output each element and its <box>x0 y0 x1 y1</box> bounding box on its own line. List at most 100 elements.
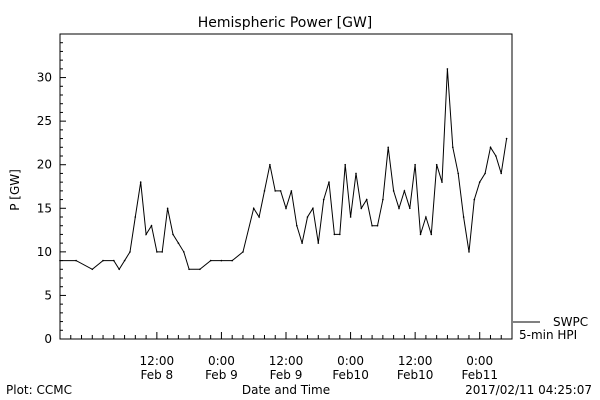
data-point <box>113 259 115 262</box>
data-point <box>188 268 190 271</box>
data-point <box>409 207 411 210</box>
data-point <box>435 163 438 166</box>
data-point <box>441 181 443 183</box>
data-point <box>166 207 169 210</box>
x-tick-label-date: Feb10 <box>397 368 434 382</box>
data-point <box>484 172 486 175</box>
data-point <box>452 146 454 149</box>
data-point <box>312 207 314 210</box>
data-point <box>500 172 503 175</box>
data-point <box>129 251 131 253</box>
data-point <box>457 172 460 175</box>
data-point <box>172 233 174 236</box>
data-point <box>296 224 298 227</box>
series-line-0 <box>60 68 508 271</box>
data-point <box>59 259 61 262</box>
data-point <box>349 216 352 218</box>
data-point <box>328 181 330 183</box>
data-point <box>371 224 373 227</box>
data-point <box>360 207 363 210</box>
data-point <box>414 163 416 166</box>
data-point <box>145 233 147 236</box>
y-tick-label: 30 <box>37 71 52 85</box>
data-point <box>150 224 153 227</box>
data-point <box>317 242 320 244</box>
data-point <box>489 146 492 149</box>
data-point <box>123 259 126 262</box>
x-tick-label-time: 12:00 <box>269 354 304 368</box>
data-point <box>478 181 481 183</box>
plot-timestamp: 2017/02/11 04:25:07 <box>465 383 592 397</box>
chart-title: Hemispheric Power [GW] <box>198 15 373 31</box>
y-tick-label: 15 <box>37 201 52 215</box>
y-tick-label: 5 <box>44 288 52 302</box>
y-tick-label: 10 <box>37 245 52 259</box>
data-point <box>285 207 287 210</box>
y-tick-label: 25 <box>37 114 52 128</box>
data-point <box>333 233 336 236</box>
y-axis-label: P [GW] <box>8 169 22 211</box>
data-point <box>495 155 497 157</box>
data-point <box>398 207 400 210</box>
x-tick-label-time: 0:00 <box>208 354 235 368</box>
data-point <box>177 242 180 244</box>
data-point <box>183 251 185 253</box>
data-point <box>365 198 368 201</box>
legend-hpi-label: 5-min HPI <box>519 328 577 342</box>
data-point <box>387 146 390 149</box>
data-point <box>252 207 255 210</box>
legend-swpc-label: SWPC <box>553 315 588 329</box>
x-tick-label-date: Feb 9 <box>270 368 303 382</box>
data-point <box>376 224 379 227</box>
y-tick-label: 0 <box>44 332 52 346</box>
data-point <box>274 190 277 192</box>
series-layer <box>59 68 508 271</box>
data-point <box>258 216 260 218</box>
data-point <box>468 251 470 253</box>
data-point <box>382 198 384 201</box>
plot-area-frame <box>59 33 513 340</box>
data-point <box>419 233 422 236</box>
data-point <box>161 251 163 253</box>
y-tick-label: 20 <box>37 158 52 172</box>
y-axis: 0 5 10 15 20 25 30 <box>37 42 66 346</box>
data-point <box>505 137 508 140</box>
legend: SWPC 5-min HPI <box>513 315 588 342</box>
data-point <box>75 259 77 262</box>
data-point <box>344 163 347 166</box>
data-point <box>301 242 303 244</box>
data-point <box>118 268 120 271</box>
x-tick-label-date: Feb11 <box>461 368 498 382</box>
x-tick-label-time: 0:00 <box>337 354 364 368</box>
data-point <box>403 190 406 192</box>
data-point <box>231 259 233 262</box>
data-point <box>290 190 293 192</box>
data-point <box>209 259 212 262</box>
data-point <box>392 190 395 192</box>
data-point <box>425 216 427 218</box>
data-point <box>242 251 244 253</box>
data-point <box>220 259 223 262</box>
data-point <box>269 163 271 166</box>
x-tick-label-date: Feb10 <box>332 368 369 382</box>
data-point <box>355 172 357 175</box>
plot-credit: Plot: CCMC <box>6 383 72 397</box>
data-point <box>156 251 158 253</box>
data-point <box>306 216 309 218</box>
data-point <box>446 68 449 70</box>
data-point <box>91 268 94 271</box>
x-tick-label-time: 12:00 <box>398 354 433 368</box>
data-point <box>339 233 341 236</box>
x-tick-label-date: Feb 8 <box>141 368 174 382</box>
data-point <box>430 233 433 236</box>
data-point <box>199 268 201 271</box>
data-point <box>102 259 104 262</box>
x-tick-label-date: Feb 9 <box>205 368 238 382</box>
x-axis-label: Date and Time <box>242 383 330 397</box>
x-tick-label-time: 12:00 <box>140 354 175 368</box>
data-point <box>139 181 142 183</box>
x-tick-label-time: 0:00 <box>466 354 493 368</box>
data-point <box>322 198 325 201</box>
